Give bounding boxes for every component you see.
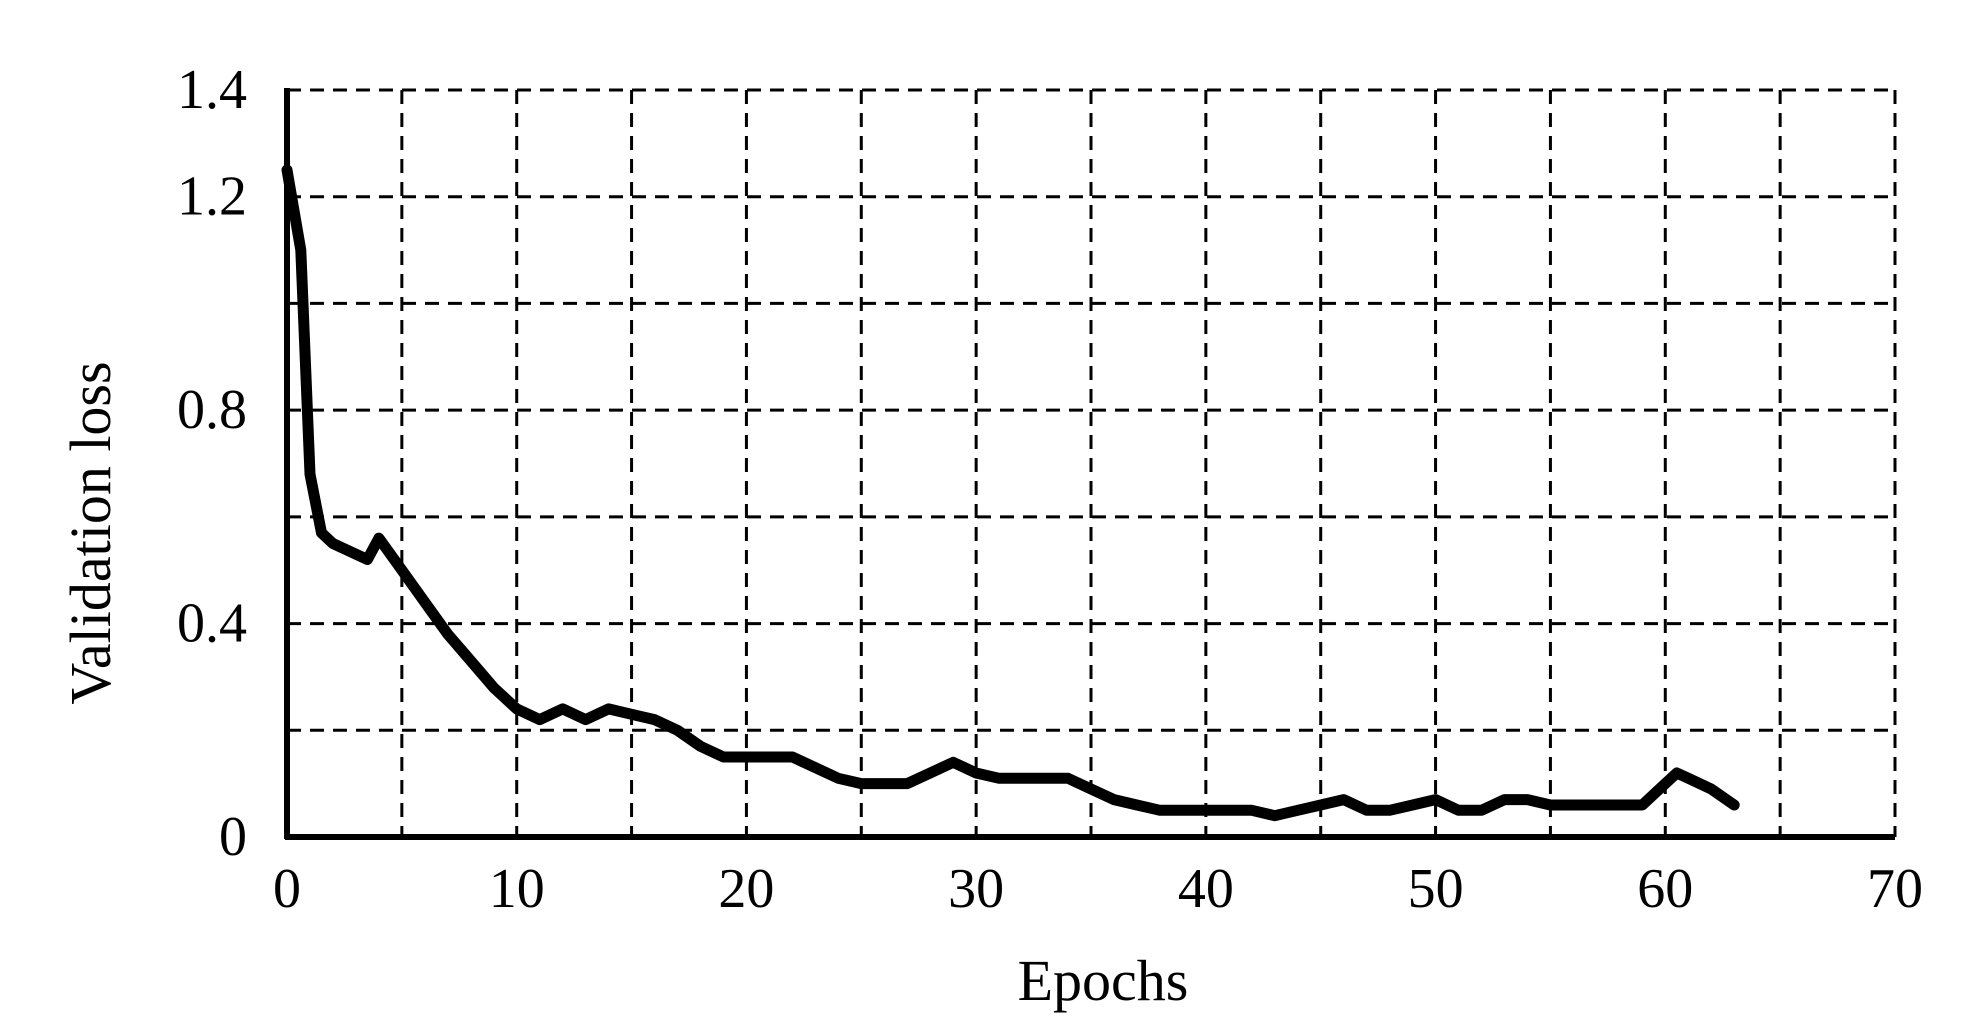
y-tick-label: 0 xyxy=(219,806,247,868)
x-tick-label: 70 xyxy=(1867,858,1923,920)
axes xyxy=(284,88,1895,840)
axis-labels: Epochs Validation loss xyxy=(58,361,1188,1013)
y-tick-label: 1.4 xyxy=(177,59,247,121)
y-tick-label: 0.8 xyxy=(177,379,247,441)
grid-lines xyxy=(287,88,1897,837)
x-tick-label: 20 xyxy=(718,858,774,920)
series-lines xyxy=(281,164,1740,822)
y-axis-title: Validation loss xyxy=(58,361,123,704)
x-tick-label: 30 xyxy=(948,858,1004,920)
tick-labels: 0 10 20 30 40 50 60 70 0 0.4 0.8 1.2 1.4 xyxy=(177,59,1923,920)
y-tick-label: 0.4 xyxy=(177,593,247,655)
x-tick-label: 40 xyxy=(1178,858,1234,920)
x-tick-label: 60 xyxy=(1637,858,1693,920)
y-tick-label: 1.2 xyxy=(177,166,247,228)
x-tick-label: 10 xyxy=(489,858,545,920)
x-tick-label: 50 xyxy=(1408,858,1464,920)
x-tick-label: 0 xyxy=(273,858,301,920)
series-line-1 xyxy=(281,164,1740,822)
x-axis-title: Epochs xyxy=(1018,948,1189,1013)
